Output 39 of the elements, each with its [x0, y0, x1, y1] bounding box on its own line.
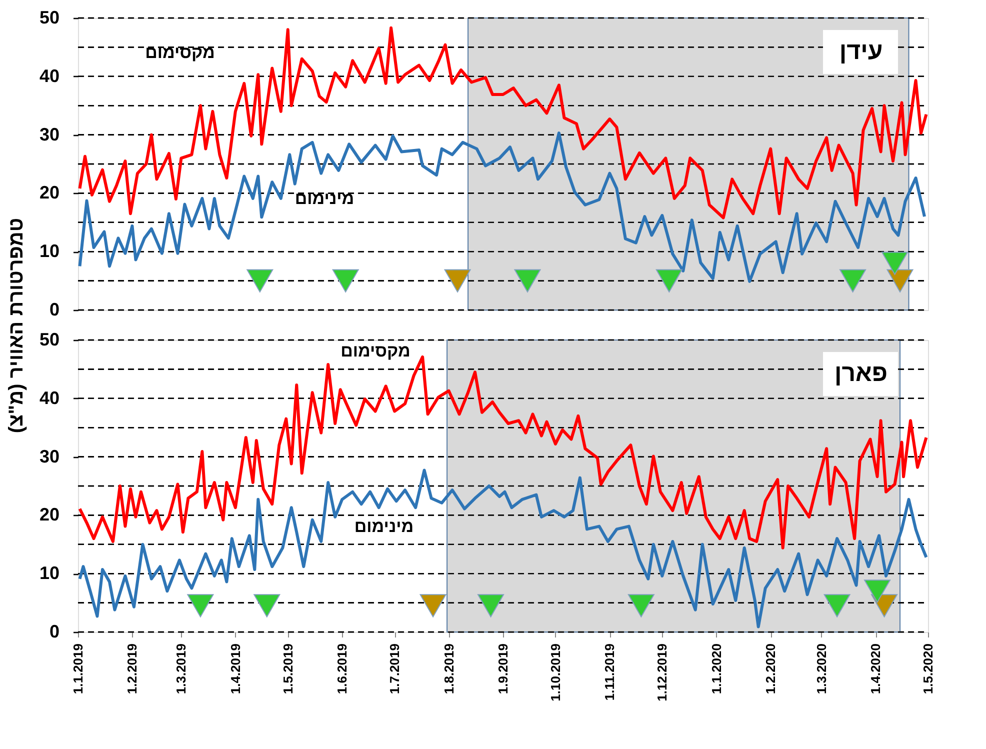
x-tick-label: 1.1.2020: [708, 644, 724, 694]
y-tick-label: 30: [39, 124, 60, 144]
x-tick-label: 1.2.2020: [763, 644, 778, 694]
x-tick-label: 1.3.2020: [814, 644, 829, 694]
line-series: [78, 132, 926, 283]
y-tick-label: 10: [39, 563, 60, 584]
y-tick-label: 40: [39, 66, 60, 86]
x-tick-label: 1.5.2019: [280, 644, 296, 694]
x-tick-label: 1.8.2019: [441, 644, 456, 694]
text: מקסימום: [145, 43, 215, 62]
x-tick-label: 1.4.2020: [868, 644, 884, 694]
y-tick-label: 10: [39, 241, 60, 262]
x-tick-label: 1.12.2019: [654, 644, 670, 702]
x-tick-label: 1.11.2019: [602, 644, 618, 701]
y-tick-label: 50: [39, 330, 60, 350]
x-tick-label: 1.4.2019: [228, 644, 243, 694]
y-tick-label: 20: [39, 182, 60, 203]
x-tick-label: 1.2.2019: [124, 644, 140, 694]
x-tick-label: 1.7.2019: [387, 644, 402, 694]
x-tick-label: 1.6.2019: [334, 644, 350, 694]
y-tick-label: 30: [39, 446, 60, 466]
y-tick-label: 20: [39, 504, 60, 525]
x-tick-label: 1.1.2019: [70, 644, 86, 694]
series-label: מקסימום: [340, 342, 410, 361]
y-tick-label: 0: [49, 622, 60, 642]
y-axis-title: טמפרטורת האוויר (מ"צ): [6, 218, 28, 434]
x-tick-label: 1.3.2019: [174, 644, 189, 694]
text: עידן: [839, 38, 883, 65]
x-tick-label: 1.10.2019: [548, 644, 563, 702]
y-tick-label: 50: [39, 8, 60, 28]
line-series: [78, 26, 928, 220]
y-tick-label: 0: [49, 300, 60, 320]
x-tick-label: 1.5.2020: [920, 644, 936, 694]
x-tick-label: 1.9.2019: [496, 644, 510, 694]
line-series: [78, 468, 928, 628]
series-label: מינימום: [354, 516, 414, 536]
text: פארן: [834, 360, 888, 387]
y-tick-label: 40: [39, 388, 60, 408]
series-label: מינימום: [294, 189, 354, 208]
